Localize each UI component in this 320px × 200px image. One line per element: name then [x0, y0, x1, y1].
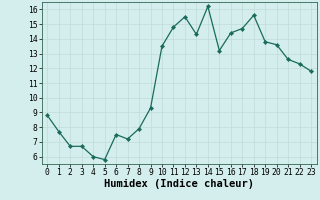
- X-axis label: Humidex (Indice chaleur): Humidex (Indice chaleur): [104, 179, 254, 189]
